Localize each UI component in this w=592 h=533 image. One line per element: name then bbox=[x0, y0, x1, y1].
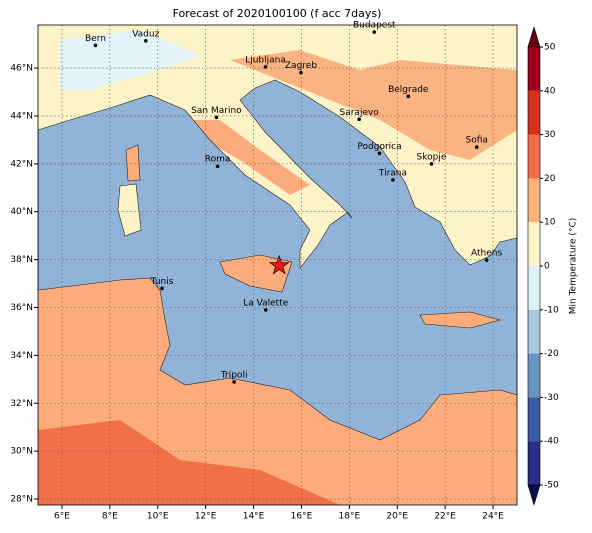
city-label: Roma bbox=[205, 155, 231, 165]
lon-tick-label: 22°E bbox=[434, 512, 456, 522]
city-dot bbox=[377, 151, 382, 156]
colorbar-tick-label: -30 bbox=[544, 393, 559, 403]
city-dot bbox=[357, 117, 361, 122]
city-dot bbox=[143, 39, 148, 43]
lon-tick-label: 20°E bbox=[386, 512, 408, 522]
city-dot bbox=[429, 162, 434, 166]
city-label: La Valette bbox=[243, 298, 288, 308]
lon-tick-label: 16°E bbox=[291, 512, 313, 522]
colorbar-swatch bbox=[528, 309, 540, 354]
lat-tick-label: 44°N bbox=[10, 111, 33, 121]
lon-tick-label: 10°E bbox=[147, 512, 169, 522]
location-marker bbox=[268, 254, 290, 275]
lon-tick-label: 14°E bbox=[243, 512, 265, 522]
lon-tick-label: 12°E bbox=[195, 512, 217, 522]
city-label: Budapest bbox=[353, 21, 396, 31]
city-label: Sarajevo bbox=[340, 108, 380, 118]
colorbar-swatch bbox=[528, 134, 540, 179]
colorbar-tick-label: 10 bbox=[544, 218, 556, 228]
city-label: San Marino bbox=[191, 106, 242, 116]
city-dot bbox=[299, 70, 303, 75]
title: Forecast of 2020100100 (f acc 7days) bbox=[173, 7, 382, 20]
city-dot bbox=[93, 43, 98, 48]
colorbar-under bbox=[527, 484, 541, 507]
city-label: Athens bbox=[471, 249, 502, 259]
lat-tick-label: 40°N bbox=[10, 207, 33, 217]
city-label: Tripoli bbox=[220, 370, 248, 380]
city-dot bbox=[474, 145, 479, 149]
colorbar-tick-label: 50 bbox=[544, 43, 556, 53]
colorbar-over bbox=[527, 25, 541, 48]
lat-tick-label: 30°N bbox=[10, 447, 33, 457]
map-frame bbox=[37, 24, 518, 506]
city-dot bbox=[406, 94, 411, 99]
lon-tick-label: 8°E bbox=[102, 512, 118, 522]
colorbar-tick-label: 20 bbox=[544, 174, 556, 184]
lat-tick-label: 42°N bbox=[10, 159, 33, 169]
colorbar-tick-label: -20 bbox=[544, 349, 559, 359]
colorbar-swatch bbox=[528, 441, 540, 485]
lat-tick-label: 28°N bbox=[10, 495, 33, 505]
city-label: Zagreb bbox=[285, 61, 317, 71]
city-label: Tunis bbox=[150, 277, 174, 287]
colorbar-tick-label: 40 bbox=[544, 86, 556, 96]
colorbar-tick-label: -50 bbox=[544, 481, 559, 491]
lat-tick-label: 36°N bbox=[10, 303, 33, 313]
city-label: Ljubljana bbox=[245, 55, 286, 65]
city-dot bbox=[215, 164, 220, 169]
colorbar-swatch bbox=[528, 90, 540, 135]
lon-tick-label: 18°E bbox=[339, 512, 361, 522]
colorbar-label: Min Temperature (°C) bbox=[569, 218, 579, 315]
lat-tick-label: 34°N bbox=[10, 351, 33, 361]
city-label: Sofia bbox=[466, 136, 488, 146]
city-dot bbox=[160, 286, 164, 291]
city-label: Skopje bbox=[417, 152, 447, 162]
colorbar-swatch bbox=[528, 397, 540, 442]
colorbar-swatch bbox=[528, 178, 540, 223]
colorbar-swatch bbox=[528, 222, 540, 266]
city-dot bbox=[391, 178, 395, 182]
colorbar-tick-label: 30 bbox=[544, 130, 556, 140]
colorbar-swatch bbox=[528, 266, 540, 310]
colorbar-swatch bbox=[528, 47, 540, 91]
lat-tick-label: 32°N bbox=[10, 399, 33, 409]
city-label: Tirana bbox=[378, 168, 407, 178]
city-label: Bern bbox=[85, 34, 106, 44]
lat-tick-label: 46°N bbox=[10, 64, 33, 74]
city-label: Belgrade bbox=[388, 85, 429, 95]
lon-tick-label: 6°E bbox=[54, 512, 70, 522]
lat-tick-label: 38°N bbox=[10, 255, 33, 265]
colorbar-tick-label: -40 bbox=[544, 437, 559, 447]
city-dot bbox=[372, 30, 377, 34]
colorbar-swatch bbox=[528, 353, 540, 398]
city-dot bbox=[263, 65, 268, 69]
city-label: Vaduz bbox=[132, 29, 159, 39]
city-label: Podgorica bbox=[357, 142, 401, 152]
city-dot bbox=[214, 115, 219, 120]
colorbar-tick-label: -10 bbox=[544, 305, 559, 315]
city-dot bbox=[484, 258, 489, 262]
colorbar-tick-label: 0 bbox=[544, 262, 550, 272]
city-dot bbox=[263, 308, 268, 312]
city-dot bbox=[232, 380, 236, 384]
lon-tick-label: 24°E bbox=[482, 512, 504, 522]
